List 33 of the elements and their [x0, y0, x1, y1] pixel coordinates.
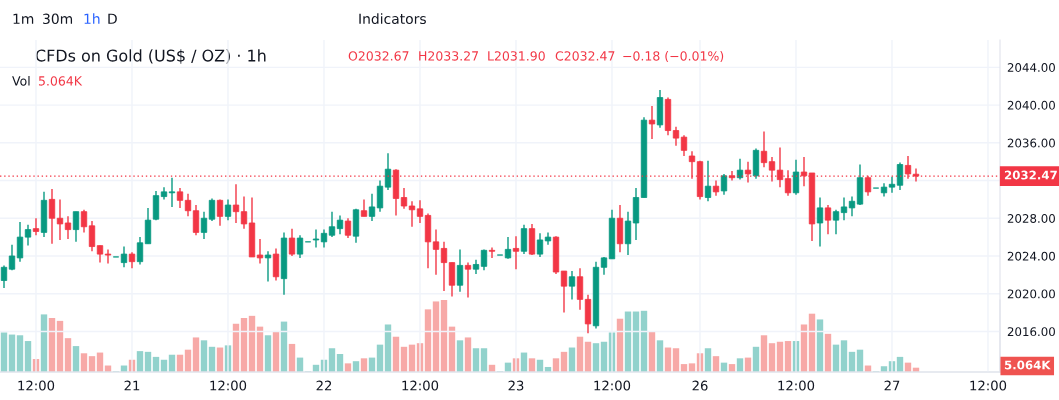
annotation: 5.064K	[38, 76, 83, 86]
annotation: C2032.47	[555, 51, 615, 61]
x-tick-label: 12:00	[594, 380, 631, 391]
x-tick-label: 21	[124, 380, 140, 391]
y-tick-label: 2036.00	[1007, 138, 1055, 148]
text: Indicators	[359, 13, 426, 25]
y-tick-label: 2028.00	[1007, 213, 1055, 223]
annotation: L2031.90	[488, 51, 545, 61]
text: 5.064K	[1004, 360, 1051, 370]
x-tick-label: 12:00	[778, 380, 815, 391]
x-tick-label: 12:00	[18, 380, 55, 391]
text: CFDs on Gold (US$ / OZ) · 1h	[35, 49, 266, 64]
ref-line-label: 2032.47	[1004, 170, 1057, 180]
y-tick-label: 2020.00	[1007, 289, 1055, 299]
x-tick-label: 27	[884, 380, 900, 391]
annotation: O2032.67	[348, 51, 409, 61]
y-tick-label: 2044.00	[1007, 63, 1055, 73]
x-tick-label: 26	[692, 380, 708, 391]
y-tick-label: 2040.00	[1007, 100, 1055, 110]
y-tick-label: 2024.00	[1007, 251, 1055, 261]
text: 1h	[84, 13, 100, 24]
x-tick-label: 23	[508, 380, 524, 391]
text: 1m	[13, 13, 34, 24]
text: D	[108, 13, 117, 24]
x-tick-label: 22	[316, 380, 332, 391]
x-tick-label: 12:00	[970, 380, 1007, 391]
annotation: Vol	[12, 75, 30, 86]
text: 30m	[43, 13, 73, 25]
y-tick-label: 2016.00	[1007, 327, 1055, 337]
annotation: −0.18 (−0.01%)	[623, 50, 724, 63]
x-tick-label: 12:00	[210, 380, 247, 391]
x-tick-label: 12:00	[402, 380, 439, 391]
annotation: H2033.27	[419, 51, 479, 61]
